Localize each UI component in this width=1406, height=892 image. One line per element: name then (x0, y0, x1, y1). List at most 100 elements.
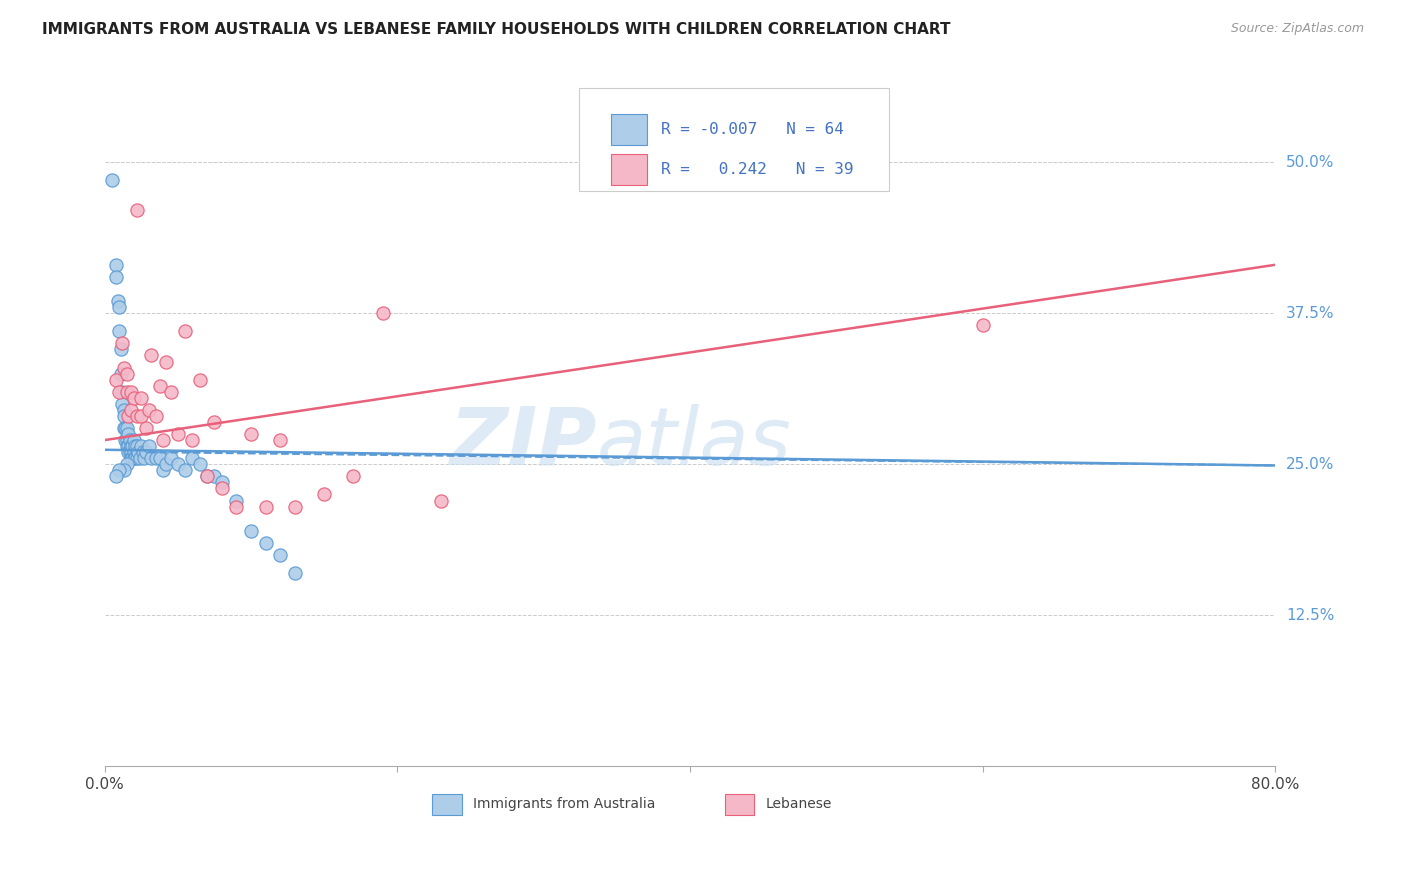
Point (127, 445, 149, 459)
Point (108, 463, 131, 477)
Point (121, 439, 143, 453)
Point (128, 451, 150, 466)
Point (111, 336, 134, 351)
Point (115, 433, 138, 447)
FancyBboxPatch shape (433, 794, 461, 814)
Text: R = -0.007   N = 64: R = -0.007 N = 64 (661, 122, 844, 137)
Point (225, 493, 247, 508)
Point (174, 463, 197, 477)
Point (155, 457, 177, 471)
Point (129, 409, 152, 423)
Point (105, 373, 128, 387)
Point (972, 318, 994, 333)
Point (118, 445, 141, 459)
Point (111, 384, 134, 399)
Point (125, 203, 148, 218)
Text: atlas: atlas (596, 404, 792, 482)
Point (110, 343, 132, 357)
Point (155, 354, 177, 368)
Point (122, 391, 145, 405)
Point (120, 445, 142, 459)
Point (254, 536, 277, 550)
Point (120, 384, 142, 399)
Point (314, 487, 336, 501)
Point (124, 451, 146, 466)
Point (211, 475, 233, 490)
Text: Immigrants from Australia: Immigrants from Australia (474, 797, 655, 812)
Point (107, 294, 129, 309)
Point (115, 421, 138, 435)
Text: R =   0.242   N = 39: R = 0.242 N = 39 (661, 162, 853, 177)
Point (117, 439, 139, 453)
Point (269, 548, 291, 562)
Text: Source: ZipAtlas.com: Source: ZipAtlas.com (1230, 22, 1364, 36)
Point (284, 566, 307, 580)
Point (202, 469, 225, 483)
Point (114, 433, 136, 447)
Text: 25.0%: 25.0% (1286, 457, 1334, 472)
Point (141, 451, 163, 466)
Point (112, 402, 135, 417)
Point (342, 469, 364, 483)
Text: ZIP: ZIP (449, 404, 596, 482)
Text: 37.5%: 37.5% (1286, 306, 1334, 320)
Point (166, 427, 188, 442)
Text: Lebanese: Lebanese (766, 797, 832, 812)
Point (141, 349, 163, 363)
FancyBboxPatch shape (725, 794, 754, 814)
Text: IMMIGRANTS FROM AUSTRALIA VS LEBANESE FAMILY HOUSEHOLDS WITH CHILDREN CORRELATIO: IMMIGRANTS FROM AUSTRALIA VS LEBANESE FA… (42, 22, 950, 37)
Point (145, 451, 167, 466)
Point (174, 324, 197, 338)
FancyBboxPatch shape (612, 154, 647, 185)
Point (120, 451, 142, 466)
Point (122, 451, 145, 466)
Point (269, 433, 291, 447)
Point (145, 409, 167, 423)
Point (101, 173, 124, 187)
Point (225, 500, 247, 514)
Point (115, 457, 138, 471)
Point (121, 451, 143, 466)
Point (108, 300, 131, 314)
Point (117, 409, 139, 423)
Point (115, 439, 138, 453)
Point (110, 367, 132, 381)
Point (120, 402, 142, 417)
Point (152, 463, 174, 477)
Point (138, 439, 160, 453)
Point (135, 445, 157, 459)
Point (108, 384, 131, 399)
Point (134, 451, 156, 466)
Point (125, 451, 148, 466)
Text: 50.0%: 50.0% (1286, 154, 1334, 169)
FancyBboxPatch shape (612, 114, 647, 145)
Point (115, 384, 138, 399)
Point (371, 306, 394, 320)
Point (202, 415, 225, 429)
Point (430, 493, 453, 508)
Point (240, 427, 263, 442)
Point (105, 469, 128, 483)
Point (112, 409, 135, 423)
Point (112, 463, 135, 477)
Point (138, 402, 160, 417)
Point (149, 451, 172, 466)
Point (284, 500, 307, 514)
Point (129, 391, 152, 405)
Point (122, 445, 145, 459)
Point (240, 524, 263, 538)
Point (112, 421, 135, 435)
Point (120, 439, 142, 453)
Point (195, 469, 218, 483)
Point (112, 360, 135, 375)
FancyBboxPatch shape (579, 87, 889, 191)
Point (211, 482, 233, 496)
Point (195, 469, 218, 483)
Point (117, 445, 139, 459)
Point (132, 445, 155, 459)
Point (188, 457, 211, 471)
Point (115, 367, 138, 381)
Point (152, 433, 174, 447)
Point (181, 433, 204, 447)
Point (149, 378, 172, 392)
